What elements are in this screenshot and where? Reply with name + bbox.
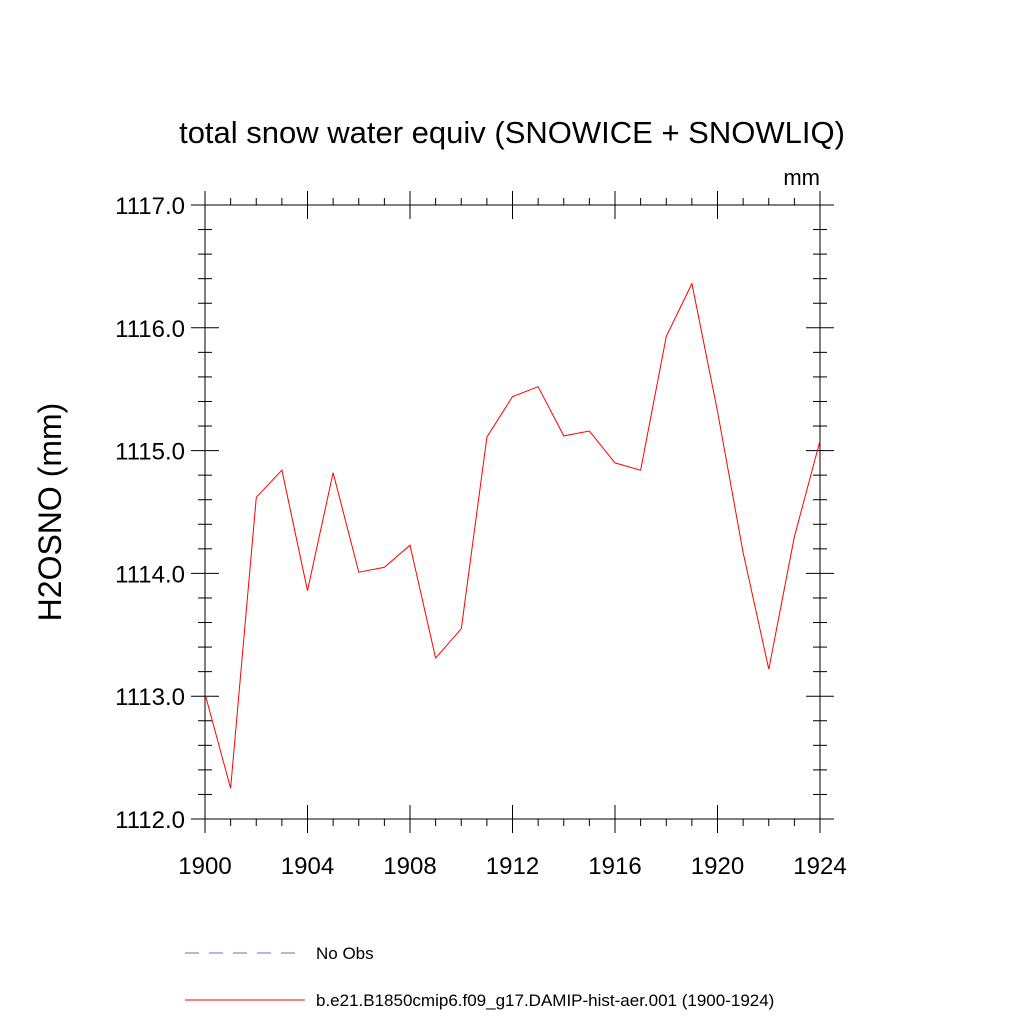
y-tick-labels: 1112.0 1113.0 1114.0 1115.0 1116.0 1117.0 bbox=[115, 193, 185, 834]
series-line bbox=[204, 282, 821, 789]
x-tick-label: 1920 bbox=[691, 853, 744, 880]
legend: No Obs b.e21.B1850cmip6.f09_g17.DAMIP-hi… bbox=[185, 944, 774, 1010]
x-tick-label: 1908 bbox=[383, 853, 436, 880]
legend-label-model-run: b.e21.B1850cmip6.f09_g17.DAMIP-hist-aer.… bbox=[316, 991, 774, 1010]
y-tick-label: 1116.0 bbox=[115, 316, 185, 343]
y-tick-label: 1114.0 bbox=[115, 561, 185, 588]
x-tick-label: 1916 bbox=[588, 853, 641, 880]
series-lines bbox=[204, 282, 821, 789]
y-tick-label: 1117.0 bbox=[115, 193, 185, 220]
x-tick-labels: 1900 1904 1908 1912 1916 1920 1924 bbox=[178, 853, 846, 880]
plot-frame bbox=[204, 204, 821, 820]
x-tick-label: 1904 bbox=[281, 853, 334, 880]
legend-label-no-obs: No Obs bbox=[316, 944, 374, 963]
y-axis-label: H2OSNO (mm) bbox=[32, 403, 68, 622]
chart-title: total snow water equiv (SNOWICE + SNOWLI… bbox=[179, 115, 845, 150]
x-tick-label: 1900 bbox=[178, 853, 231, 880]
y-tick-label: 1112.0 bbox=[115, 807, 185, 834]
axis-ticks bbox=[191, 191, 834, 833]
units-label: mm bbox=[783, 165, 820, 190]
y-tick-label: 1113.0 bbox=[115, 684, 185, 711]
x-tick-label: 1924 bbox=[793, 853, 846, 880]
x-tick-label: 1912 bbox=[486, 853, 539, 880]
y-tick-label: 1115.0 bbox=[115, 439, 185, 466]
